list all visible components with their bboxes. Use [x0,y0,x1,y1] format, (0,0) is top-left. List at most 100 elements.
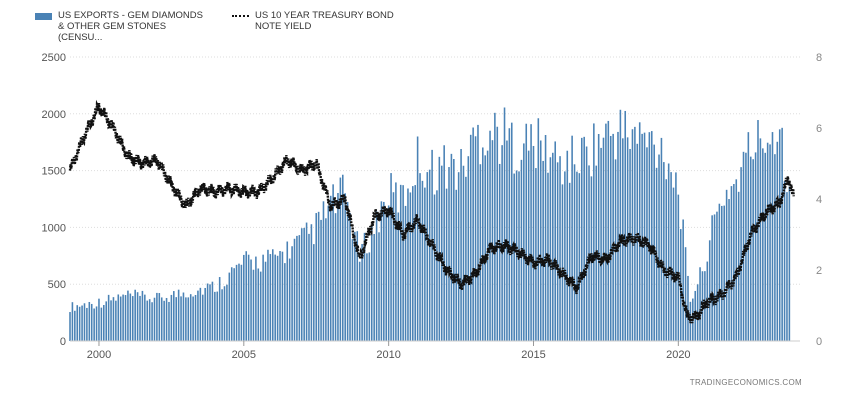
export-bar [182,292,185,341]
export-bar [556,162,559,341]
export-bar [127,290,129,341]
export-bar [163,300,165,341]
export-bar [426,172,429,341]
export-bar [175,297,177,341]
export-bar [103,305,105,341]
export-bar [387,205,390,341]
export-bar [450,153,453,341]
x-tick-label: 2000 [87,349,111,361]
export-bar [81,305,83,341]
export-bar [129,293,132,341]
export-bar [180,296,182,341]
export-bar [424,187,426,341]
export-bar [288,258,291,341]
export-bar [310,224,313,341]
export-bar [322,201,325,341]
export-bar [250,259,252,341]
export-bar [467,156,470,341]
export-bar [247,254,250,341]
export-bar [329,195,332,341]
export-bar [675,172,677,341]
legend-label-exports: US EXPORTS - GEM DIAMONDS & OTHER GEM ST… [58,10,203,43]
export-bar [238,263,240,341]
export-bar [221,289,223,341]
export-bar [624,110,627,341]
export-bar [320,219,322,341]
y-right-tick-label: 8 [816,52,822,64]
export-bar [245,251,248,341]
export-bar [105,301,107,341]
export-bar [342,174,344,341]
export-bar [571,135,573,341]
export-bar [421,180,424,341]
export-bar [484,155,486,341]
export-bar [243,254,245,341]
export-bar [419,173,421,341]
export-bar [554,141,556,341]
export-bar [503,107,506,342]
export-bar [523,143,525,341]
export-bar [216,291,219,341]
export-bar [617,131,619,341]
export-bar [631,129,634,341]
export-bar [194,295,197,341]
y-left-tick-label: 2500 [42,52,66,64]
y-right-tick-label: 0 [816,336,822,348]
export-bar [185,297,187,341]
legend-item-exports[interactable]: US EXPORTS - GEM DIAMONDS & OTHER GEM ST… [35,10,210,43]
export-bar [629,148,631,341]
export-bar [535,168,537,341]
export-bar [559,156,561,341]
export-bar [291,246,293,341]
export-bar [267,249,269,341]
export-bar [173,291,175,341]
export-bar [209,284,211,341]
export-bar [390,173,392,341]
export-bar [235,264,238,341]
y-left-tick-label: 1000 [42,222,66,234]
export-bar [397,212,400,341]
yield-line-layer [68,99,795,324]
legend-swatch-line [232,15,249,17]
export-bar [385,212,388,341]
export-bar [192,296,194,341]
export-bar [498,163,501,341]
export-bar [165,297,168,341]
export-bar [730,186,733,341]
export-bar [766,142,769,341]
legend-item-yield[interactable]: US 10 YEAR TREASURY BOND NOTE YIELD [232,10,407,43]
legend: US EXPORTS - GEM DIAMONDS & OTHER GEM ST… [35,10,407,43]
export-bar [399,184,402,341]
export-bar [223,286,226,341]
export-bar [689,301,692,341]
export-bar [131,296,134,341]
export-bar [293,238,296,341]
x-tick-label: 2020 [666,349,690,361]
export-bar [119,296,122,341]
export-bar [373,234,375,341]
export-bar [491,140,494,341]
export-bar [276,255,279,341]
export-bar [380,201,383,341]
export-bar [585,146,588,341]
export-bar [636,143,639,341]
export-bar [573,164,576,341]
export-bar [762,148,764,341]
export-bar [76,305,79,341]
y-left-tick-label: 500 [48,279,66,291]
export-bar [187,297,190,341]
export-bar [663,162,665,341]
export-bar [409,192,412,341]
export-bar [199,287,202,341]
export-bar [262,254,264,341]
export-bar [151,302,153,341]
export-bar [653,144,655,341]
export-bar [593,123,595,342]
export-bar [489,130,491,341]
export-bar [747,132,750,341]
source-watermark: TRADINGECONOMICS.COM [689,378,802,387]
export-bar [530,124,532,341]
export-bar [566,150,569,341]
export-bar [486,150,489,341]
export-bar [110,300,112,341]
